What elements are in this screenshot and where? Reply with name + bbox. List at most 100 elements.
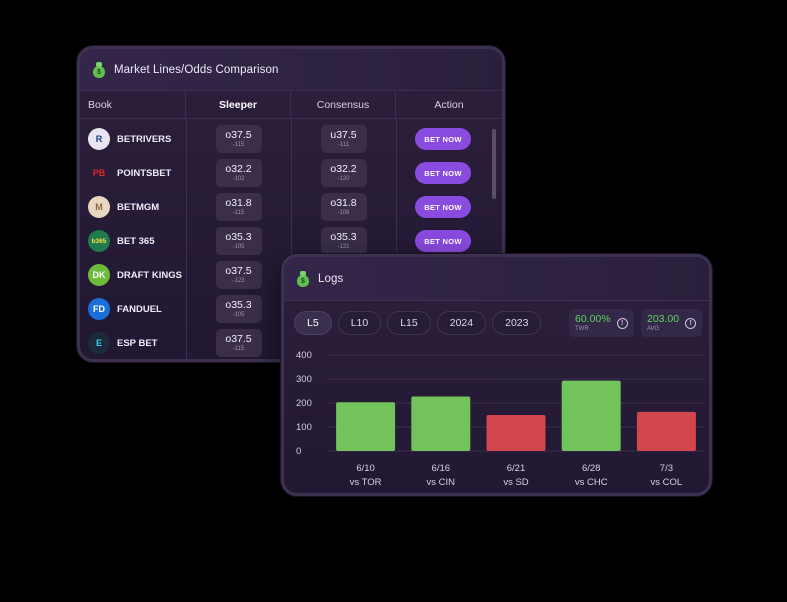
consensus-odds: -106 (337, 210, 350, 216)
column-divider (396, 119, 397, 359)
bet-now-button[interactable]: BET NOW (415, 196, 471, 218)
book-name: DRAFT KINGS (117, 269, 182, 281)
column-book: Book (80, 91, 186, 118)
bar-6/16[interactable] (411, 396, 471, 451)
book-name: FANDUEL (117, 303, 162, 315)
x-tick-date: 6/21 (507, 463, 526, 474)
x-tick-date: 6/28 (582, 463, 601, 474)
sleeper-line-value: o37.5 (225, 333, 252, 345)
sleeper-line[interactable]: o32.2 -102 (215, 159, 262, 187)
sleeper-cell: o37.5 -115 (186, 329, 291, 357)
stat-twr-label: TWR (575, 326, 589, 332)
bet-now-button[interactable]: BET NOW (415, 128, 471, 150)
book-name: BETMGM (117, 201, 160, 213)
sleeper-odds: -115 (232, 210, 245, 216)
money-bag-icon: $ (92, 61, 106, 78)
sportsbook-logo-icon: DK (88, 264, 110, 286)
bar-7/3[interactable] (636, 411, 696, 451)
filter-l15[interactable]: L15 (387, 311, 431, 335)
table-row: PB POINTSBET o32.2 -102 o32.2 -120 BET NOW (80, 156, 490, 190)
action-cell: BET NOW (396, 196, 490, 218)
sleeper-line[interactable]: o37.5 -115 (215, 329, 262, 357)
sleeper-line-value: o37.5 (225, 129, 252, 141)
bet-now-button[interactable]: BET NOW (415, 230, 471, 252)
table-row: R BETRIVERS o37.5 -115 u37.5 -111 BET NOW (80, 122, 490, 156)
logs-card: $ Logs L5 L10 L15 2024 2023 60.00% TWR !… (281, 254, 712, 496)
filter-2023[interactable]: 2023 (492, 311, 542, 335)
consensus-line-value: o32.2 (330, 163, 357, 175)
consensus-odds: -111 (337, 142, 350, 148)
filter-chips: L5 L10 L15 2024 2023 (294, 311, 542, 335)
x-tick-opponent: vs CIN (427, 477, 456, 488)
x-tick-opponent: vs COL (651, 477, 683, 488)
info-icon[interactable]: ! (685, 317, 697, 329)
sleeper-line[interactable]: o35.3 -105 (215, 227, 262, 255)
sleeper-cell: o35.3 -105 (186, 227, 291, 255)
market-card-title: Market Lines/Odds Comparison (114, 63, 279, 76)
sportsbook-logo-icon: b365 (88, 230, 110, 252)
filter-l10[interactable]: L10 (337, 311, 382, 335)
stat-twr-value: 60.00% (575, 313, 611, 325)
logs-card-title: Logs (318, 272, 344, 285)
sleeper-cell: o32.2 -102 (186, 159, 291, 187)
market-card-header: $ Market Lines/Odds Comparison (80, 49, 502, 91)
x-tick-date: 7/3 (660, 463, 673, 474)
consensus-line[interactable]: o35.3 -121 (320, 227, 367, 255)
consensus-line[interactable]: u37.5 -111 (320, 125, 367, 153)
column-sleeper: Sleeper (186, 91, 291, 118)
bar-6/21[interactable] (486, 415, 546, 451)
book-cell: E ESP BET (80, 332, 186, 354)
consensus-odds: -121 (337, 244, 350, 250)
sleeper-cell: o37.5 -115 (186, 125, 291, 153)
sleeper-cell: o31.8 -115 (186, 193, 291, 221)
sleeper-odds: -105 (232, 312, 245, 318)
sleeper-line[interactable]: o31.8 -115 (215, 193, 262, 221)
sleeper-line[interactable]: o35.3 -105 (215, 295, 262, 323)
x-tick-opponent: vs TOR (350, 477, 382, 488)
table-header: Book Sleeper Consensus Action (80, 91, 502, 119)
column-divider (186, 119, 187, 359)
book-name: BET 365 (117, 235, 155, 247)
sleeper-cell: o35.3 -105 (186, 295, 291, 323)
action-cell: BET NOW (396, 162, 490, 184)
consensus-cell: u37.5 -111 (291, 125, 396, 153)
table-row: DK DRAFT KINGS o37.5 -123 (80, 258, 490, 292)
table-row: E ESP BET o37.5 -115 (80, 326, 490, 359)
market-lines-card: $ Market Lines/Odds Comparison Book Slee… (77, 46, 505, 362)
filter-2024[interactable]: 2024 (436, 311, 487, 335)
logs-bar-chart: 0 100 200 300 400 6/10 vs TOR 6/16 vs CIN 6/21 vs … (296, 350, 704, 488)
sleeper-odds: -102 (232, 176, 245, 182)
book-cell: FD FANDUEL (80, 298, 186, 320)
x-tick-date: 6/16 (432, 463, 451, 474)
book-cell: M BETMGM (80, 196, 186, 218)
sleeper-line[interactable]: o37.5 -115 (215, 125, 262, 153)
money-bag-icon: $ (296, 270, 310, 287)
table-row: FD FANDUEL o35.3 -105 (80, 292, 490, 326)
bet-now-button[interactable]: BET NOW (415, 162, 471, 184)
consensus-line-value: o35.3 (330, 231, 357, 243)
info-icon[interactable]: ! (616, 317, 628, 329)
book-name: ESP BET (117, 337, 158, 349)
column-consensus: Consensus (291, 91, 396, 118)
consensus-line[interactable]: o32.2 -120 (320, 159, 367, 187)
consensus-line-value: o31.8 (330, 197, 357, 209)
sleeper-line[interactable]: o37.5 -123 (215, 261, 262, 289)
column-divider (291, 119, 292, 359)
y-tick-label: 400 (296, 350, 312, 361)
consensus-odds: -120 (337, 176, 350, 182)
book-cell: R BETRIVERS (80, 128, 186, 150)
book-name: POINTSBET (117, 167, 172, 179)
y-tick-label: 0 (296, 446, 301, 457)
consensus-line[interactable]: o31.8 -106 (320, 193, 367, 221)
book-cell: DK DRAFT KINGS (80, 264, 186, 286)
sleeper-line-value: o37.5 (225, 265, 252, 277)
action-cell: BET NOW (396, 230, 490, 252)
x-tick-date: 6/10 (356, 463, 375, 474)
stat-avg-value: 203.00 (647, 313, 680, 325)
column-action: Action (434, 98, 464, 111)
bar-6/10[interactable] (336, 402, 396, 451)
bar-6/28[interactable] (561, 380, 621, 451)
x-tick-opponent: vs CHC (575, 477, 608, 488)
filter-l5[interactable]: L5 (294, 311, 332, 335)
table-scrollbar[interactable] (492, 129, 496, 199)
